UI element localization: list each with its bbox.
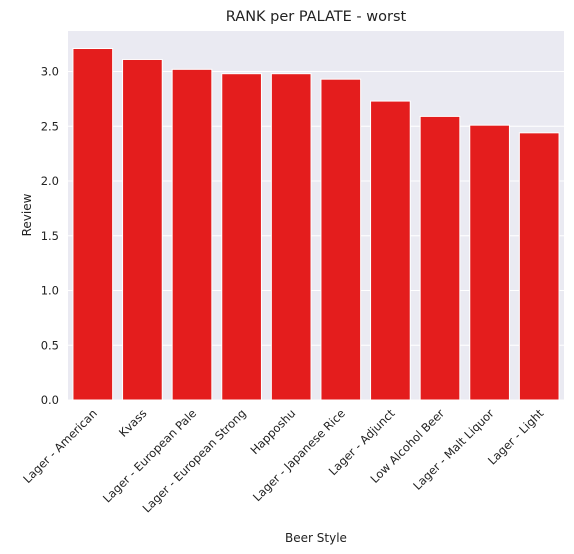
y-tick-label: 0.0 (41, 393, 59, 407)
bar (221, 73, 262, 401)
y-tick-label: 2.0 (41, 174, 59, 188)
bar (122, 58, 163, 401)
y-tick-label: 2.5 (41, 119, 59, 133)
x-tick-label: Lager - Japanese Rice (250, 406, 348, 504)
x-tick-label: Lager - American (20, 406, 100, 486)
y-tick-label: 0.5 (41, 338, 59, 352)
y-axis-label: Review (20, 193, 34, 236)
y-tick-labels: 0.0 0.5 1.0 1.5 2.0 2.5 3.0 (41, 65, 59, 407)
bar (469, 124, 510, 401)
bar (72, 48, 114, 401)
x-tick-label: Kvass (116, 406, 150, 440)
x-tick-label: Lager - European Pale (100, 406, 199, 505)
bars (72, 48, 560, 401)
chart-title: RANK per PALATE - worst (226, 9, 407, 25)
bar (370, 100, 411, 401)
x-tick-label: Happoshu (247, 406, 298, 457)
y-tick-label: 1.5 (41, 229, 59, 243)
bar (518, 132, 560, 401)
y-tick-label: 1.0 (41, 284, 59, 298)
bar (320, 78, 362, 401)
y-tick-label: 3.0 (41, 65, 59, 79)
bar (419, 115, 461, 401)
bar (171, 68, 213, 401)
x-tick-label: Lager - European Strong (140, 406, 249, 515)
bar (270, 73, 312, 401)
x-axis-label: Beer Style (285, 531, 347, 545)
